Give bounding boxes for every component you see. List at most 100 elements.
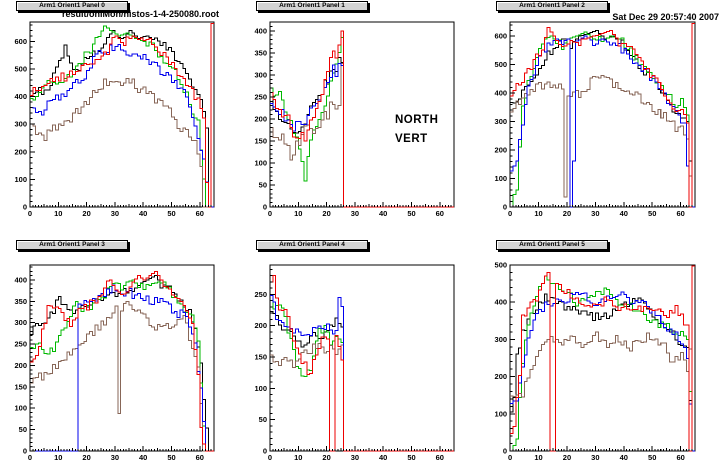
- x-tick-label: 0: [268, 209, 272, 218]
- annotation-north: NORTH: [395, 114, 439, 126]
- y-tick-label: 0: [263, 203, 267, 212]
- y-tick-label: 300: [14, 120, 27, 129]
- panel-1: Arm1 Orient1 Panel 1 NORTH VERT 0 10 20 30 4…: [240, 0, 480, 232]
- histogram-canvas-5: 0 10 20 30 40 50 60 0 100 200 300 400 500: [495, 261, 696, 462]
- x-tick-label: 10: [54, 453, 62, 462]
- panel-5-tab[interactable]: Arm1 Orient1 Panel 5: [496, 240, 608, 250]
- x-tick-label: 40: [620, 209, 628, 218]
- x-tick-label: 50: [167, 453, 175, 462]
- histogram-series-red: [30, 22, 214, 208]
- y-tick-label: 300: [254, 70, 267, 79]
- x-tick-label: 10: [294, 209, 302, 218]
- plot-frame: [269, 264, 455, 452]
- y-tick-label: 0: [23, 447, 27, 456]
- minor-ticks: [510, 271, 693, 451]
- y-tick-label: 500: [14, 64, 27, 73]
- y-tick-label: 300: [495, 117, 508, 126]
- y-tick-label: 250: [254, 92, 267, 101]
- major-ticks: [509, 35, 682, 208]
- y-tick-label: 150: [254, 353, 267, 362]
- x-tick-label: 60: [196, 209, 204, 218]
- x-tick-label: 0: [268, 453, 272, 462]
- major-ticks: [509, 264, 682, 452]
- y-tick-label: 350: [14, 297, 27, 306]
- histogram-series-red: [270, 275, 454, 452]
- minor-ticks: [30, 24, 212, 207]
- panel-4: Arm1 Orient1 Panel 4 0 10 20 30 40 50 60 0 50 100…: [240, 232, 480, 464]
- y-tick-label: 350: [254, 48, 267, 57]
- histogram-series-brown: [30, 77, 214, 208]
- histogram-series-green: [270, 299, 454, 452]
- annotation-vert: VERT: [395, 133, 428, 145]
- minor-ticks: [30, 266, 212, 451]
- panel-2-tab[interactable]: Arm1 Orient1 Panel 2: [496, 1, 608, 11]
- y-tick-label: 100: [254, 384, 267, 393]
- x-tick-label: 20: [82, 453, 90, 462]
- y-tick-label: 0: [263, 447, 267, 456]
- histogram-canvas-3: 0 10 20 30 40 50 60 0 50 100 150 200 250 300 350 400: [14, 264, 215, 462]
- histogram-series-brown: [30, 301, 214, 452]
- y-tick-label: 200: [14, 147, 27, 156]
- x-tick-label: 10: [534, 453, 542, 462]
- major-ticks: [269, 30, 441, 208]
- x-tick-label: 50: [407, 209, 415, 218]
- x-tick-label: 10: [534, 209, 542, 218]
- histogram-series-brown: [270, 342, 454, 452]
- panel-4-tab[interactable]: Arm1 Orient1 Panel 4: [256, 240, 368, 250]
- histogram-series-blue: [30, 44, 214, 208]
- panel-1-tab[interactable]: Arm1 Orient1 Panel 1: [256, 1, 368, 11]
- y-tick-label: 200: [495, 146, 508, 155]
- histogram-series-blue: [270, 294, 454, 452]
- x-tick-label: 50: [648, 453, 656, 462]
- x-tick-label: 50: [167, 209, 175, 218]
- y-tick-label: 200: [14, 361, 27, 370]
- y-tick-label: 200: [254, 114, 267, 123]
- panel-0-tab[interactable]: Arm1 Orient1 Panel 0: [16, 1, 128, 11]
- x-tick-label: 40: [379, 209, 387, 218]
- y-tick-label: 400: [495, 298, 508, 307]
- histogram-series-green: [510, 31, 695, 208]
- histogram-series-black: [30, 275, 214, 452]
- histogram-series-red: [510, 265, 695, 452]
- histogram-series-red: [30, 270, 214, 452]
- x-tick-label: 10: [294, 453, 302, 462]
- panel-3-tab[interactable]: Arm1 Orient1 Panel 3: [16, 240, 128, 250]
- y-tick-label: 100: [14, 404, 27, 413]
- x-tick-label: 20: [82, 209, 90, 218]
- y-tick-label: 50: [259, 415, 267, 424]
- major-ticks: [29, 279, 201, 452]
- y-tick-label: 100: [14, 175, 27, 184]
- timestamp-label: Sat Dec 29 20:57:40 2007: [612, 12, 719, 22]
- y-tick-label: 50: [259, 181, 267, 190]
- x-tick-label: 60: [196, 453, 204, 462]
- minor-ticks: [510, 24, 693, 207]
- x-tick-label: 50: [648, 209, 656, 218]
- x-tick-label: 20: [563, 209, 571, 218]
- y-tick-label: 100: [495, 409, 508, 418]
- plot-frame: [509, 21, 696, 208]
- y-tick-label: 500: [495, 60, 508, 69]
- x-tick-label: 30: [351, 209, 359, 218]
- y-tick-label: 200: [254, 321, 267, 330]
- y-tick-label: 150: [14, 382, 27, 391]
- plot-frame: [509, 264, 696, 452]
- x-tick-label: 0: [28, 453, 32, 462]
- y-tick-label: 400: [14, 92, 27, 101]
- x-tick-label: 40: [139, 209, 147, 218]
- x-tick-label: 0: [508, 453, 512, 462]
- y-tick-label: 250: [254, 290, 267, 299]
- histogram-series-blue: [30, 284, 214, 452]
- x-tick-label: 40: [620, 453, 628, 462]
- minor-ticks: [270, 21, 452, 207]
- minor-ticks: [270, 268, 452, 451]
- x-tick-label: 20: [322, 209, 330, 218]
- x-tick-label: 30: [111, 209, 119, 218]
- y-tick-label: 600: [14, 37, 27, 46]
- x-tick-label: 60: [436, 209, 444, 218]
- histogram-series-green: [510, 275, 695, 452]
- y-tick-label: 0: [503, 447, 507, 456]
- plot-frame: [29, 21, 215, 208]
